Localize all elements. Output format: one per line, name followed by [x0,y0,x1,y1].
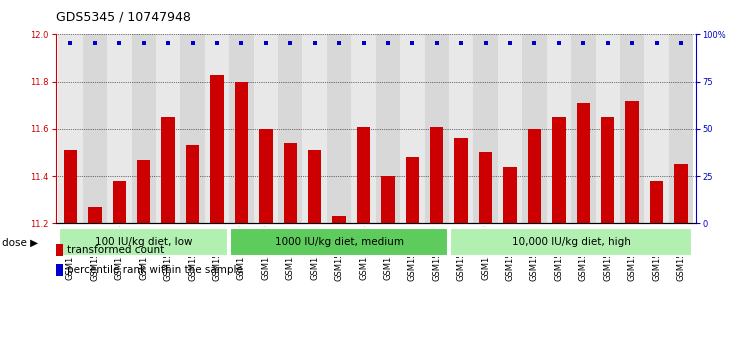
Bar [376,34,400,223]
Bar [132,34,156,223]
Point [504,40,516,46]
Text: 100 IU/kg diet, low: 100 IU/kg diet, low [95,237,193,247]
Bar [425,34,449,223]
Point [113,40,125,46]
Bar [601,117,615,223]
Point [431,40,443,46]
Point [138,40,150,46]
Bar [64,150,77,223]
Bar [229,34,254,223]
Point [260,40,272,46]
Bar [88,207,102,223]
Bar [669,34,693,223]
Bar [674,164,687,223]
Text: GDS5345 / 10747948: GDS5345 / 10747948 [56,11,190,24]
Bar [620,34,644,223]
Bar [303,34,327,223]
Bar [650,181,664,223]
FancyBboxPatch shape [60,228,228,257]
Bar [107,34,132,223]
Text: 10,000 IU/kg diet, high: 10,000 IU/kg diet, high [512,237,630,247]
Bar [405,157,419,223]
Point [309,40,321,46]
Bar [522,34,547,223]
Point [650,40,662,46]
Point [528,40,540,46]
Bar [180,34,205,223]
Bar [400,34,425,223]
Bar [571,34,595,223]
Point [455,40,467,46]
Bar [333,216,346,223]
Bar [254,34,278,223]
Point [577,40,589,46]
Point [187,40,199,46]
Bar [205,34,229,223]
Bar [211,74,224,223]
Point [602,40,614,46]
Bar [56,264,63,276]
Bar [357,126,371,223]
Bar [577,103,590,223]
Bar [327,34,351,223]
Bar [430,126,443,223]
Point [235,40,247,46]
Text: 1000 IU/kg diet, medium: 1000 IU/kg diet, medium [275,237,403,247]
Bar [186,145,199,223]
Bar [552,117,565,223]
Bar [547,34,571,223]
Bar [278,34,303,223]
Point [89,40,101,46]
Bar [527,129,541,223]
Bar [83,34,107,223]
Bar [161,117,175,223]
Bar [137,159,150,223]
Bar [473,34,498,223]
Bar [455,138,468,223]
Text: transformed count: transformed count [67,245,164,255]
Point [358,40,370,46]
Point [284,40,296,46]
Bar [498,34,522,223]
Point [65,40,77,46]
Point [333,40,345,46]
Bar [381,176,394,223]
Point [626,40,638,46]
Bar [56,244,63,256]
FancyBboxPatch shape [450,228,692,257]
Bar [156,34,180,223]
Point [211,40,223,46]
Bar [112,181,126,223]
Point [406,40,418,46]
Bar [58,34,83,223]
Text: percentile rank within the sample: percentile rank within the sample [67,265,243,275]
Text: dose ▶: dose ▶ [2,237,39,247]
Point [162,40,174,46]
Bar [351,34,376,223]
Bar [259,129,272,223]
Bar [283,143,297,223]
Bar [595,34,620,223]
Bar [626,101,639,223]
Bar [308,150,321,223]
Bar [234,82,248,223]
Point [382,40,394,46]
Point [480,40,492,46]
Bar [504,167,517,223]
Bar [449,34,473,223]
Point [553,40,565,46]
Bar [479,152,493,223]
FancyBboxPatch shape [231,228,448,257]
Point [675,40,687,46]
Bar [644,34,669,223]
